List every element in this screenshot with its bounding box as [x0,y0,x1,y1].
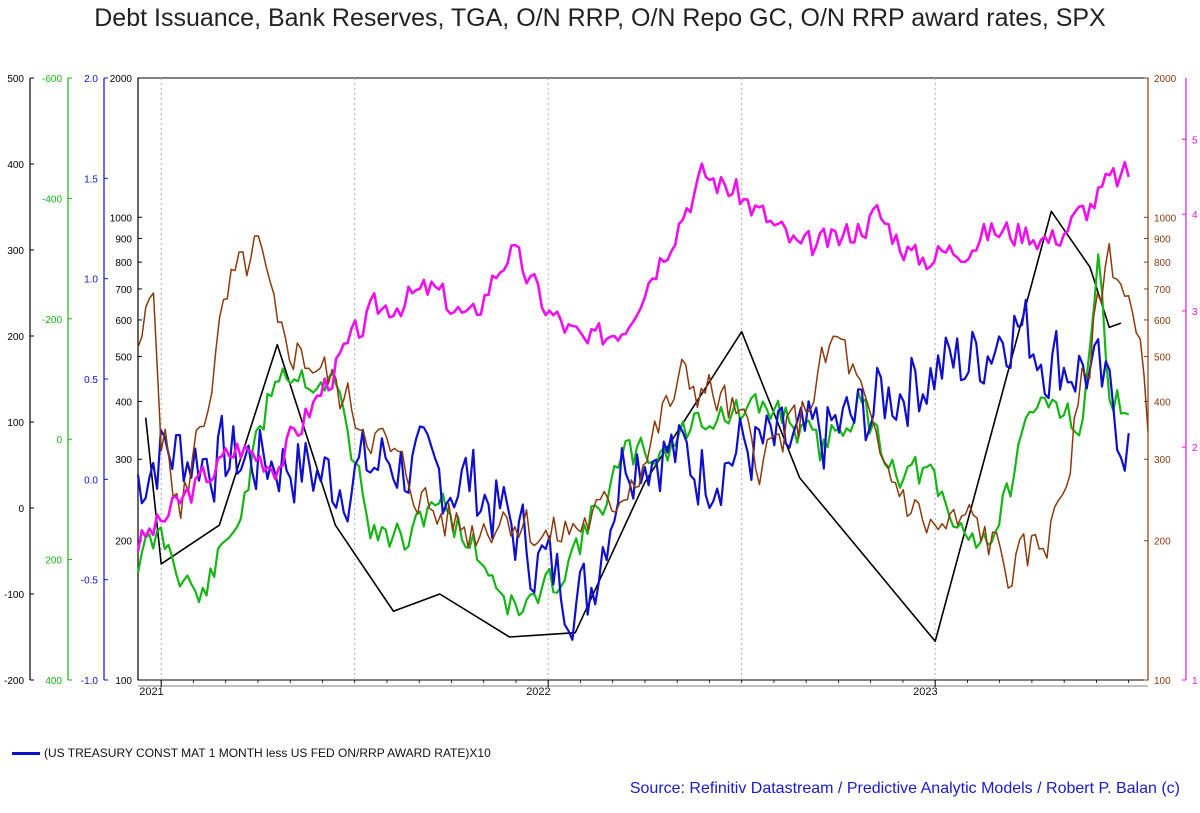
axis-blue-tick-label: 2.0 [84,74,98,85]
axis-brown-tick-label: 1000 [1154,213,1177,224]
x-axis: 2021 2022 2023 [138,680,1148,698]
axis-magenta-tick-label: 5 [1192,135,1198,146]
axis-black-tick-label: 0 [18,504,24,515]
axes-layer: 5004003002001000-100-200-600-400-2000200… [4,74,1198,687]
axis-log-left-tick-label: 600 [115,316,132,327]
axis-log-left-tick-label: 200 [115,537,132,548]
axis-log-left-tick-label: 300 [115,455,132,466]
series-line-2 [136,298,1130,641]
legend-label-blue: (US TREASURY CONST MAT 1 MONTH less US F… [44,746,491,760]
plot-frame [137,77,1149,681]
axis-log-left-tick-label: 800 [115,258,132,269]
series-line-0 [144,210,1122,643]
series-line-4 [136,160,1130,553]
legend: (US TREASURY CONST MAT 1 MONTH less US F… [12,746,491,760]
series-layer [136,160,1149,643]
axis-green-tick-label: -400 [42,194,62,205]
axis-blue-tick-label: 0.0 [84,475,98,486]
axis-green-tick-label: -200 [42,315,62,326]
axis-black-tick-label: 300 [7,246,24,257]
axis-magenta-tick-label: 4 [1192,210,1198,221]
axis-brown-tick-label: 2000 [1154,74,1177,85]
axis-black-tick-label: 200 [7,332,24,343]
axis-green-tick-label: 200 [45,556,62,567]
axis-black-tick-label: 100 [7,418,24,429]
series-line-3 [137,235,1149,589]
axis-magenta-tick-label: 3 [1192,307,1198,318]
axis-brown-tick-label: 700 [1154,285,1171,296]
legend-swatch-blue [12,751,40,755]
axis-black-tick-label: 400 [7,160,24,171]
axis-log-left-tick-label: 700 [115,285,132,296]
axis-brown-tick-label: 800 [1154,258,1171,269]
axis-brown-tick-label: 900 [1154,234,1171,245]
grid-layer [137,77,1149,681]
x-tick-label: 2022 [526,686,550,698]
axis-green-tick-label: 400 [45,676,62,687]
series-line-1 [136,253,1130,617]
axis-log-left-tick-label: 2000 [110,74,133,85]
axis-blue-tick-label: -0.5 [81,576,99,587]
axis-magenta-tick-label: 1 [1192,676,1198,687]
axis-black-tick-label: 500 [7,74,24,85]
axis-log-left-tick-label: 100 [115,676,132,687]
axis-brown-tick-label: 600 [1154,316,1171,327]
axis-log-left-tick-label: 400 [115,397,132,408]
axis-blue-tick-label: 1.5 [84,174,98,185]
axis-log-left-tick-label: 500 [115,353,132,364]
axis-brown-tick-label: 200 [1154,537,1171,548]
axis-green-tick-label: 0 [56,435,62,446]
x-tick-label: 2023 [913,686,937,698]
axis-log-left-tick-label: 900 [115,234,132,245]
axis-brown-tick-label: 500 [1154,353,1171,364]
source-credit: Source: Refinitiv Datastream / Predictiv… [629,780,1180,797]
x-tick-label: 2021 [139,686,163,698]
axis-blue-tick-label: 1.0 [84,275,98,286]
axis-brown-tick-label: 400 [1154,397,1171,408]
axis-log-left-tick-label: 1000 [110,213,133,224]
axis-brown-tick-label: 100 [1154,676,1171,687]
chart-title: Debt Issuance, Bank Reserves, TGA, O/N R… [94,4,1106,32]
axis-black-tick-label: -200 [4,676,24,687]
axis-green-tick-label: -600 [42,74,62,85]
axis-black-tick-label: -100 [4,590,24,601]
axis-brown-tick-label: 300 [1154,455,1171,466]
axis-magenta-tick-label: 2 [1192,443,1198,454]
axis-blue-tick-label: -1.0 [81,676,99,687]
axis-blue-tick-label: 0.5 [84,375,98,386]
